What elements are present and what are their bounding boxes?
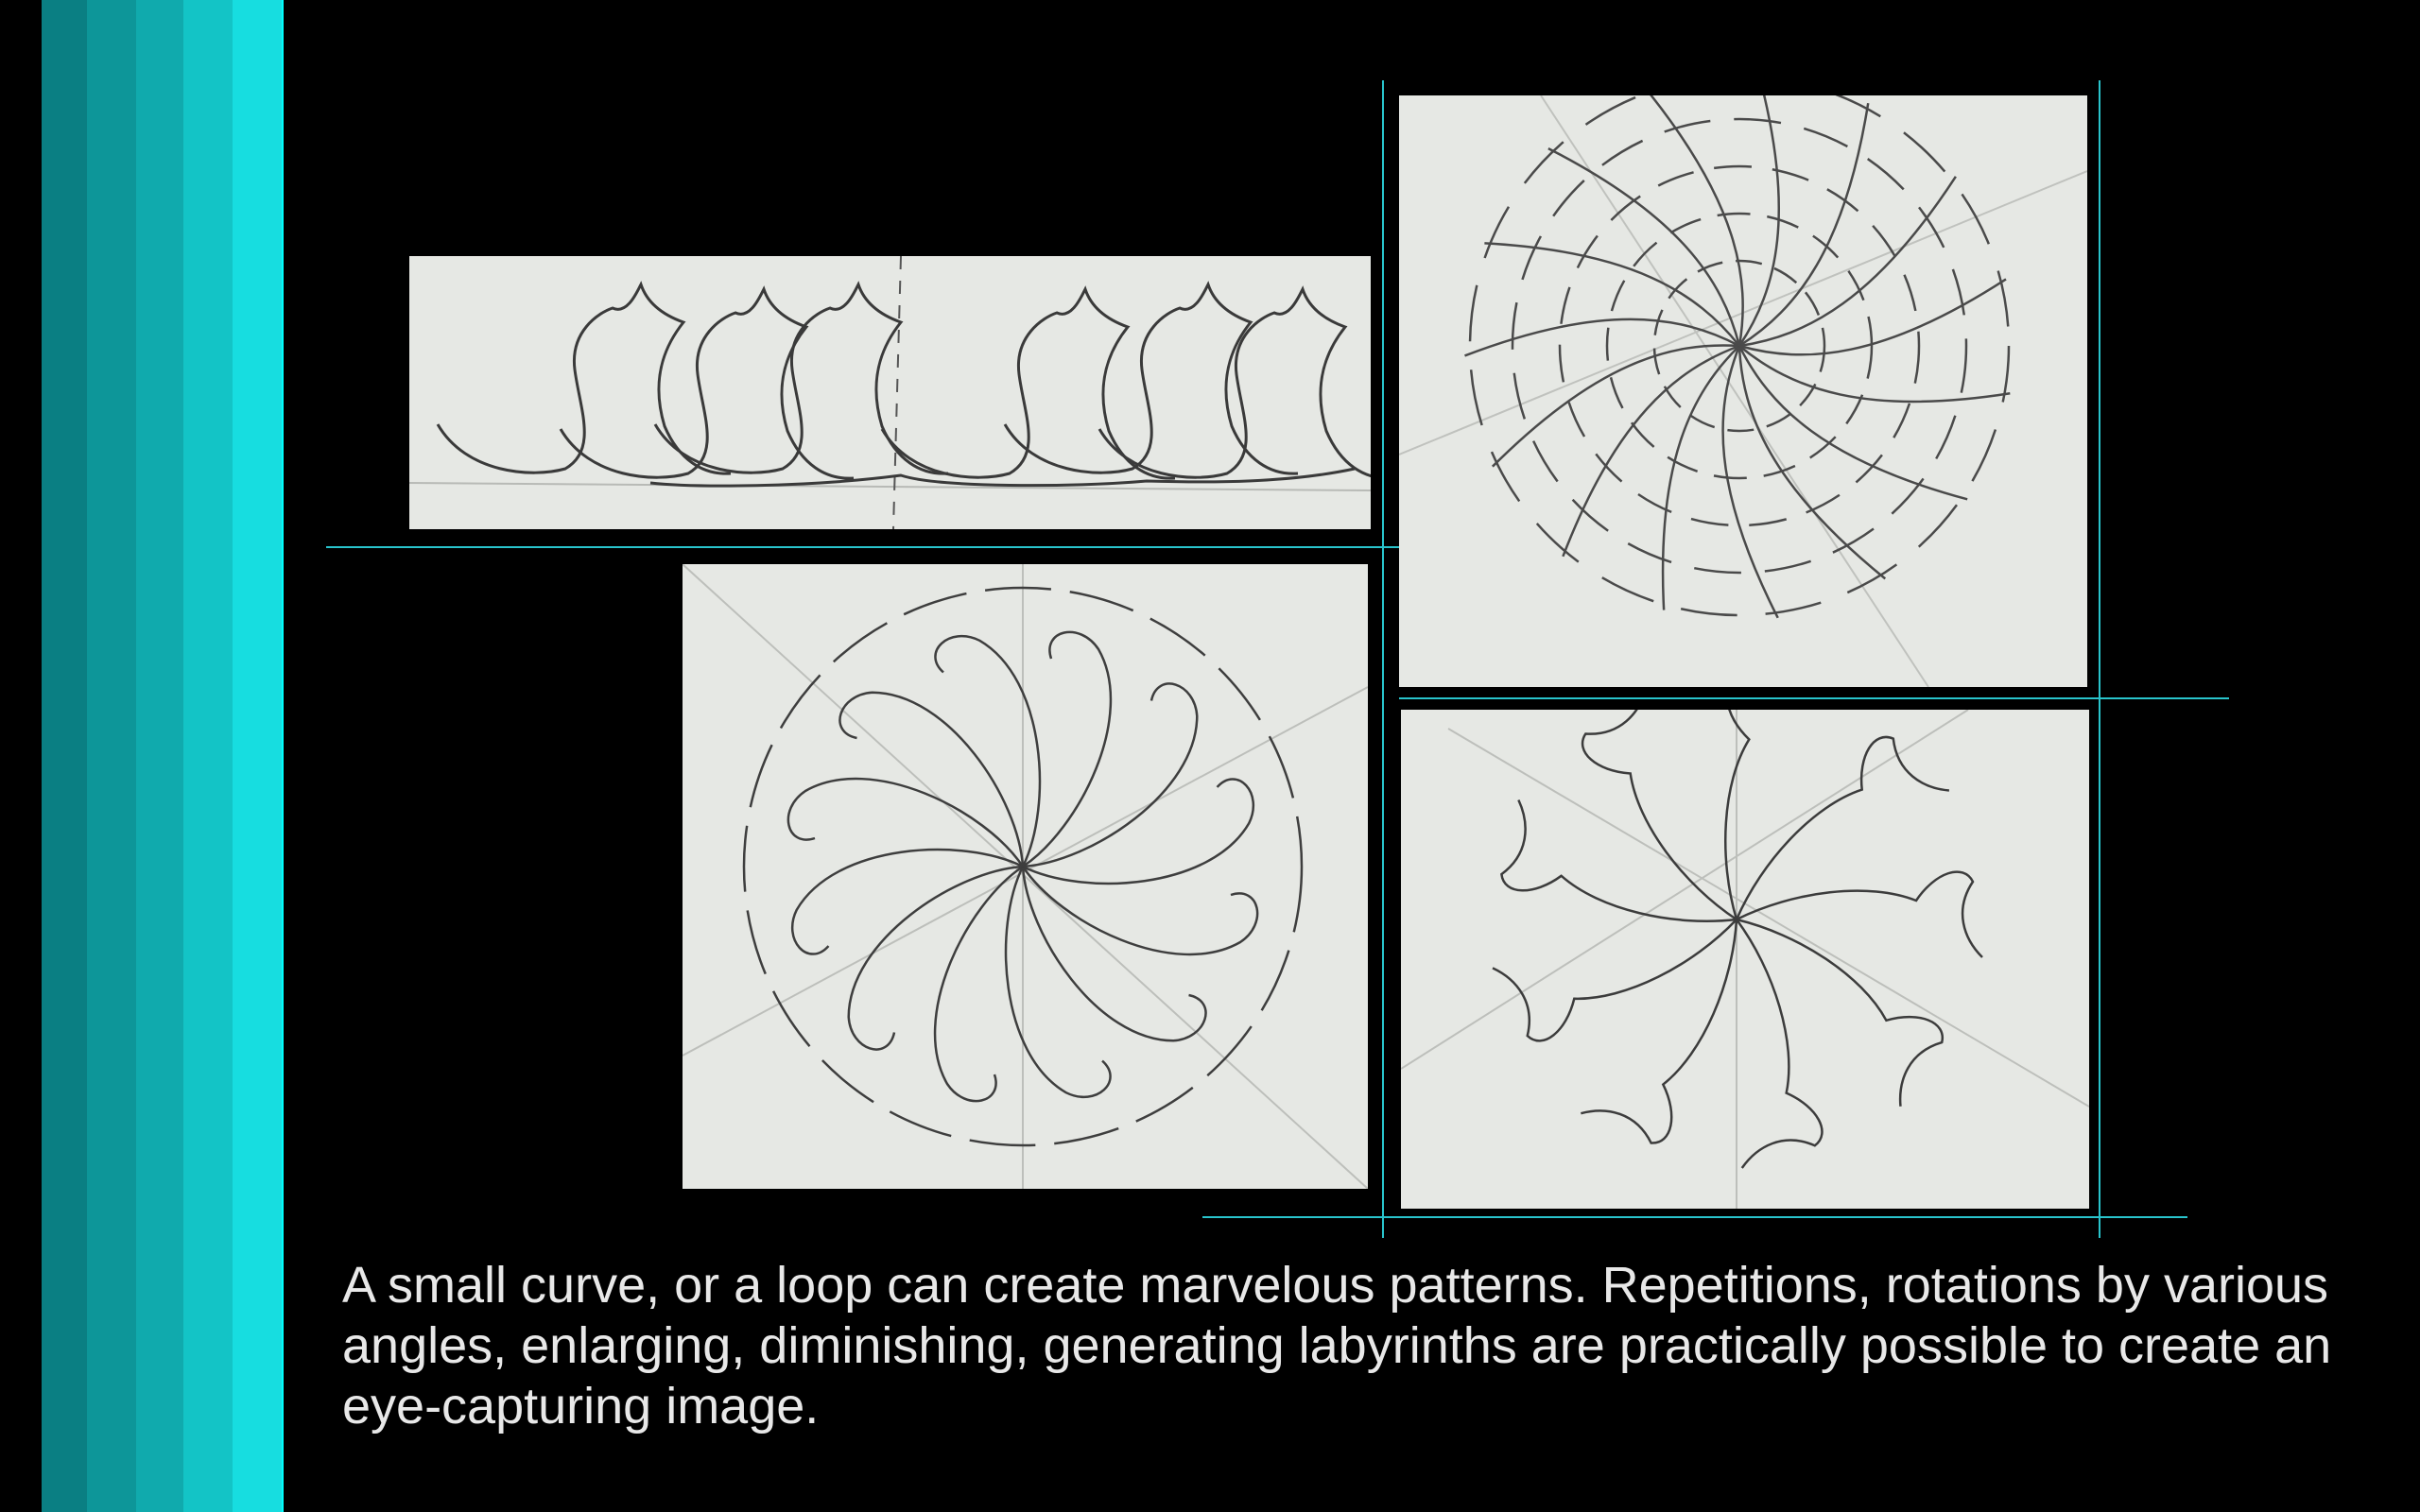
rotational-mandala-photo <box>683 564 1368 1189</box>
guide-line-v1 <box>1382 80 1384 1238</box>
spiral-web-photo <box>1399 95 2087 687</box>
guide-line-v2 <box>2099 80 2100 1238</box>
decor-stripe-1 <box>42 0 87 1512</box>
guide-line-h3 <box>1202 1216 2187 1218</box>
decor-stripe-2 <box>87 0 136 1512</box>
guide-line-h1 <box>326 546 1399 548</box>
tessellation-strip-photo <box>409 256 1371 529</box>
decor-stripe-6 <box>282 0 284 1512</box>
slide-caption: A small curve, or a loop can create marv… <box>342 1257 2332 1435</box>
decor-stripe-5 <box>233 0 282 1512</box>
pinwheel-photo <box>1401 710 2089 1209</box>
guide-line-h2 <box>1399 697 2229 699</box>
decor-stripe-3 <box>136 0 183 1512</box>
decor-stripe-4 <box>183 0 233 1512</box>
